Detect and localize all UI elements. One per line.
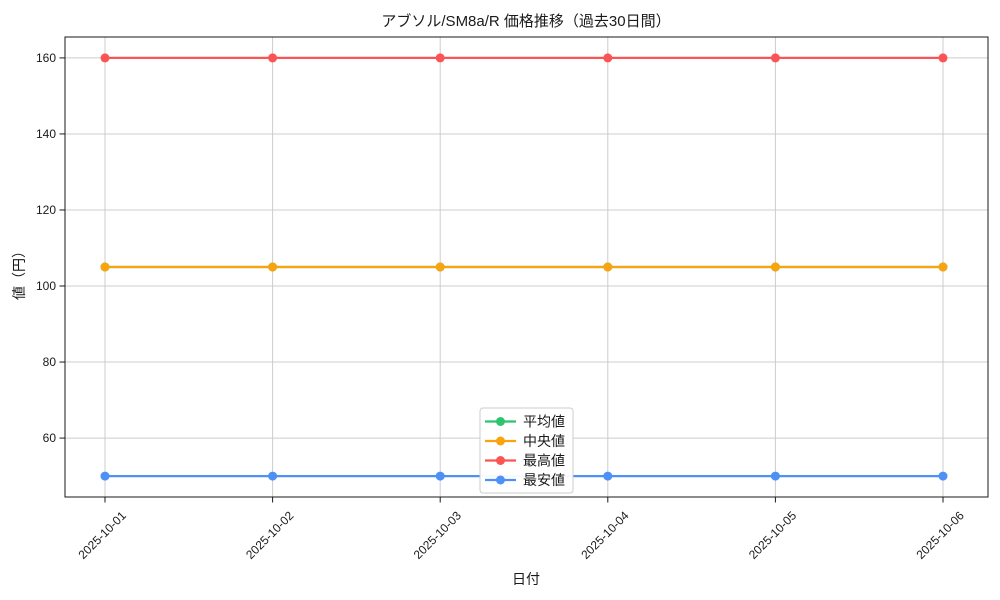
legend-label: 最安値 — [523, 472, 565, 488]
data-point-series-2 — [938, 53, 948, 63]
data-point-series-2 — [603, 53, 613, 63]
data-point-series-3 — [435, 471, 445, 481]
x-tick-label: 2025-10-06 — [914, 508, 968, 562]
y-tick-label: 100 — [36, 279, 56, 293]
data-point-series-3 — [268, 471, 278, 481]
y-axis-title: 値（円） — [11, 244, 27, 300]
legend-swatch-marker — [496, 436, 505, 446]
legend-label: 最高値 — [523, 452, 565, 468]
x-tick-label: 2025-10-05 — [746, 508, 800, 562]
legend-swatch-marker — [496, 456, 505, 465]
y-tick-label: 140 — [36, 127, 56, 141]
legend-swatch-marker — [496, 417, 505, 426]
data-point-series-1 — [770, 262, 780, 272]
plot-border — [64, 36, 989, 498]
data-point-series-2 — [435, 53, 445, 63]
x-tick-label: 2025-10-01 — [76, 508, 130, 562]
y-tick-label: 160 — [36, 51, 56, 65]
data-point-series-2 — [100, 53, 110, 63]
data-point-series-2 — [268, 53, 278, 63]
data-point-series-1 — [938, 262, 948, 272]
data-point-series-1 — [603, 262, 613, 272]
data-point-series-2 — [770, 53, 780, 63]
data-point-series-3 — [100, 471, 110, 481]
x-tick-label: 2025-10-03 — [411, 508, 465, 562]
data-point-series-1 — [268, 262, 278, 272]
legend-box — [479, 407, 574, 494]
x-tick-label: 2025-10-04 — [578, 508, 632, 562]
y-tick-label: 120 — [36, 203, 56, 217]
data-point-series-3 — [603, 471, 613, 481]
chart-title: アブソル/SM8a/R 価格推移（過去30日間） — [381, 12, 670, 30]
legend-label: 中央値 — [523, 433, 565, 449]
data-point-series-1 — [435, 262, 445, 272]
data-point-series-3 — [938, 471, 948, 481]
data-point-series-1 — [100, 262, 110, 272]
x-tick-label: 2025-10-02 — [243, 508, 297, 562]
y-tick-label: 80 — [43, 355, 57, 369]
legend-label: 平均値 — [523, 413, 565, 429]
legend-swatch-marker — [496, 475, 505, 485]
x-axis-title: 日付 — [512, 571, 540, 587]
y-tick-label: 60 — [43, 431, 57, 445]
data-point-series-3 — [770, 471, 780, 481]
